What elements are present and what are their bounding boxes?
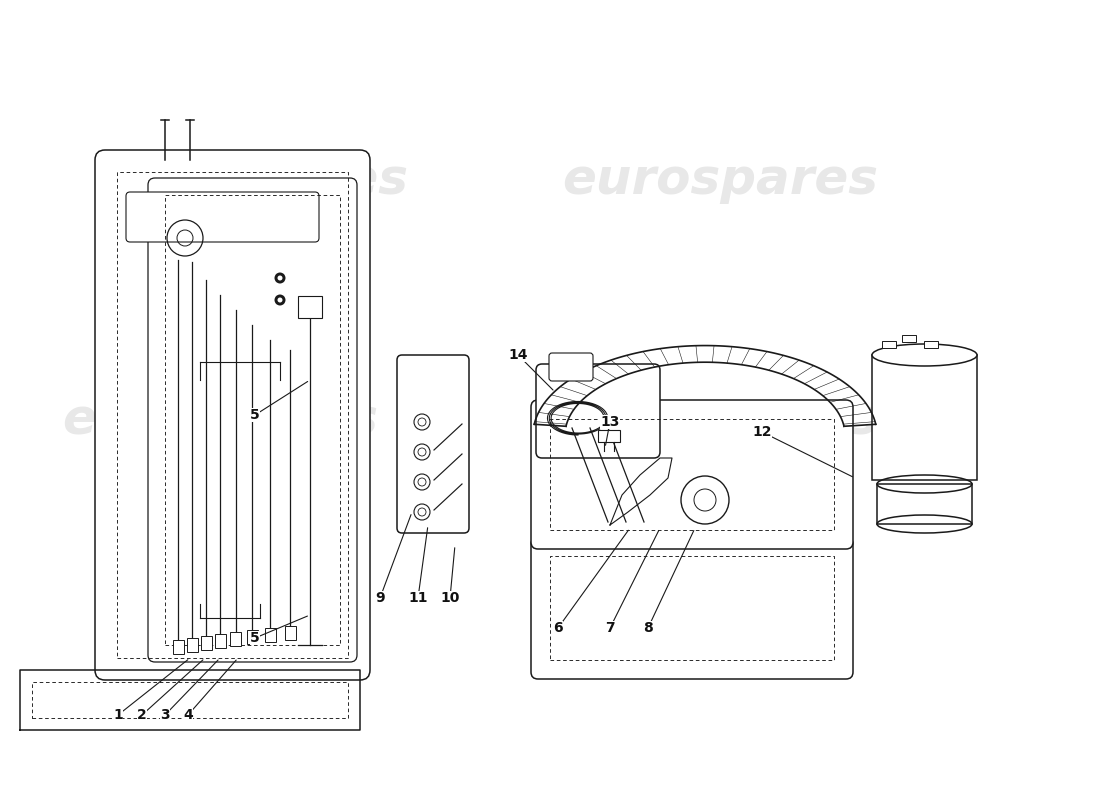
Bar — [598, 430, 620, 442]
Bar — [872, 355, 977, 480]
Text: eurospares: eurospares — [562, 396, 878, 444]
Circle shape — [277, 298, 283, 302]
FancyBboxPatch shape — [95, 150, 370, 680]
Text: 12: 12 — [752, 425, 772, 439]
Bar — [200, 636, 211, 650]
Bar — [882, 341, 896, 348]
Text: 3: 3 — [161, 708, 169, 722]
Bar — [187, 638, 198, 652]
Bar — [924, 341, 938, 348]
Bar — [173, 640, 184, 654]
Polygon shape — [535, 346, 876, 426]
Bar — [285, 626, 296, 640]
Polygon shape — [610, 458, 672, 525]
Text: 9: 9 — [375, 591, 385, 605]
Text: 13: 13 — [601, 415, 619, 429]
Text: 5: 5 — [250, 408, 260, 422]
Bar — [902, 335, 916, 342]
Text: 2: 2 — [138, 708, 147, 722]
Text: 8: 8 — [644, 621, 653, 635]
Ellipse shape — [872, 344, 977, 366]
Text: eurospares: eurospares — [562, 156, 878, 204]
Text: 5: 5 — [250, 631, 260, 645]
Text: 4: 4 — [183, 708, 192, 722]
FancyBboxPatch shape — [126, 192, 319, 242]
Polygon shape — [20, 670, 360, 730]
Bar — [298, 296, 322, 318]
Circle shape — [275, 273, 286, 283]
Text: 11: 11 — [408, 591, 428, 605]
FancyBboxPatch shape — [148, 178, 358, 662]
Bar — [214, 634, 225, 648]
Bar — [231, 632, 242, 646]
FancyBboxPatch shape — [397, 355, 469, 533]
FancyBboxPatch shape — [536, 364, 660, 458]
Bar — [264, 628, 275, 642]
Text: 7: 7 — [605, 621, 615, 635]
FancyBboxPatch shape — [531, 537, 852, 679]
Text: 1: 1 — [113, 708, 123, 722]
FancyBboxPatch shape — [549, 353, 593, 381]
Text: 14: 14 — [508, 348, 528, 362]
Text: 6: 6 — [553, 621, 563, 635]
Bar — [877, 484, 972, 524]
Text: eurospares: eurospares — [92, 156, 408, 204]
Text: 10: 10 — [440, 591, 460, 605]
FancyBboxPatch shape — [531, 400, 852, 549]
Circle shape — [275, 294, 286, 306]
Bar — [246, 630, 257, 644]
Circle shape — [277, 275, 283, 281]
Text: eurospares: eurospares — [62, 396, 378, 444]
